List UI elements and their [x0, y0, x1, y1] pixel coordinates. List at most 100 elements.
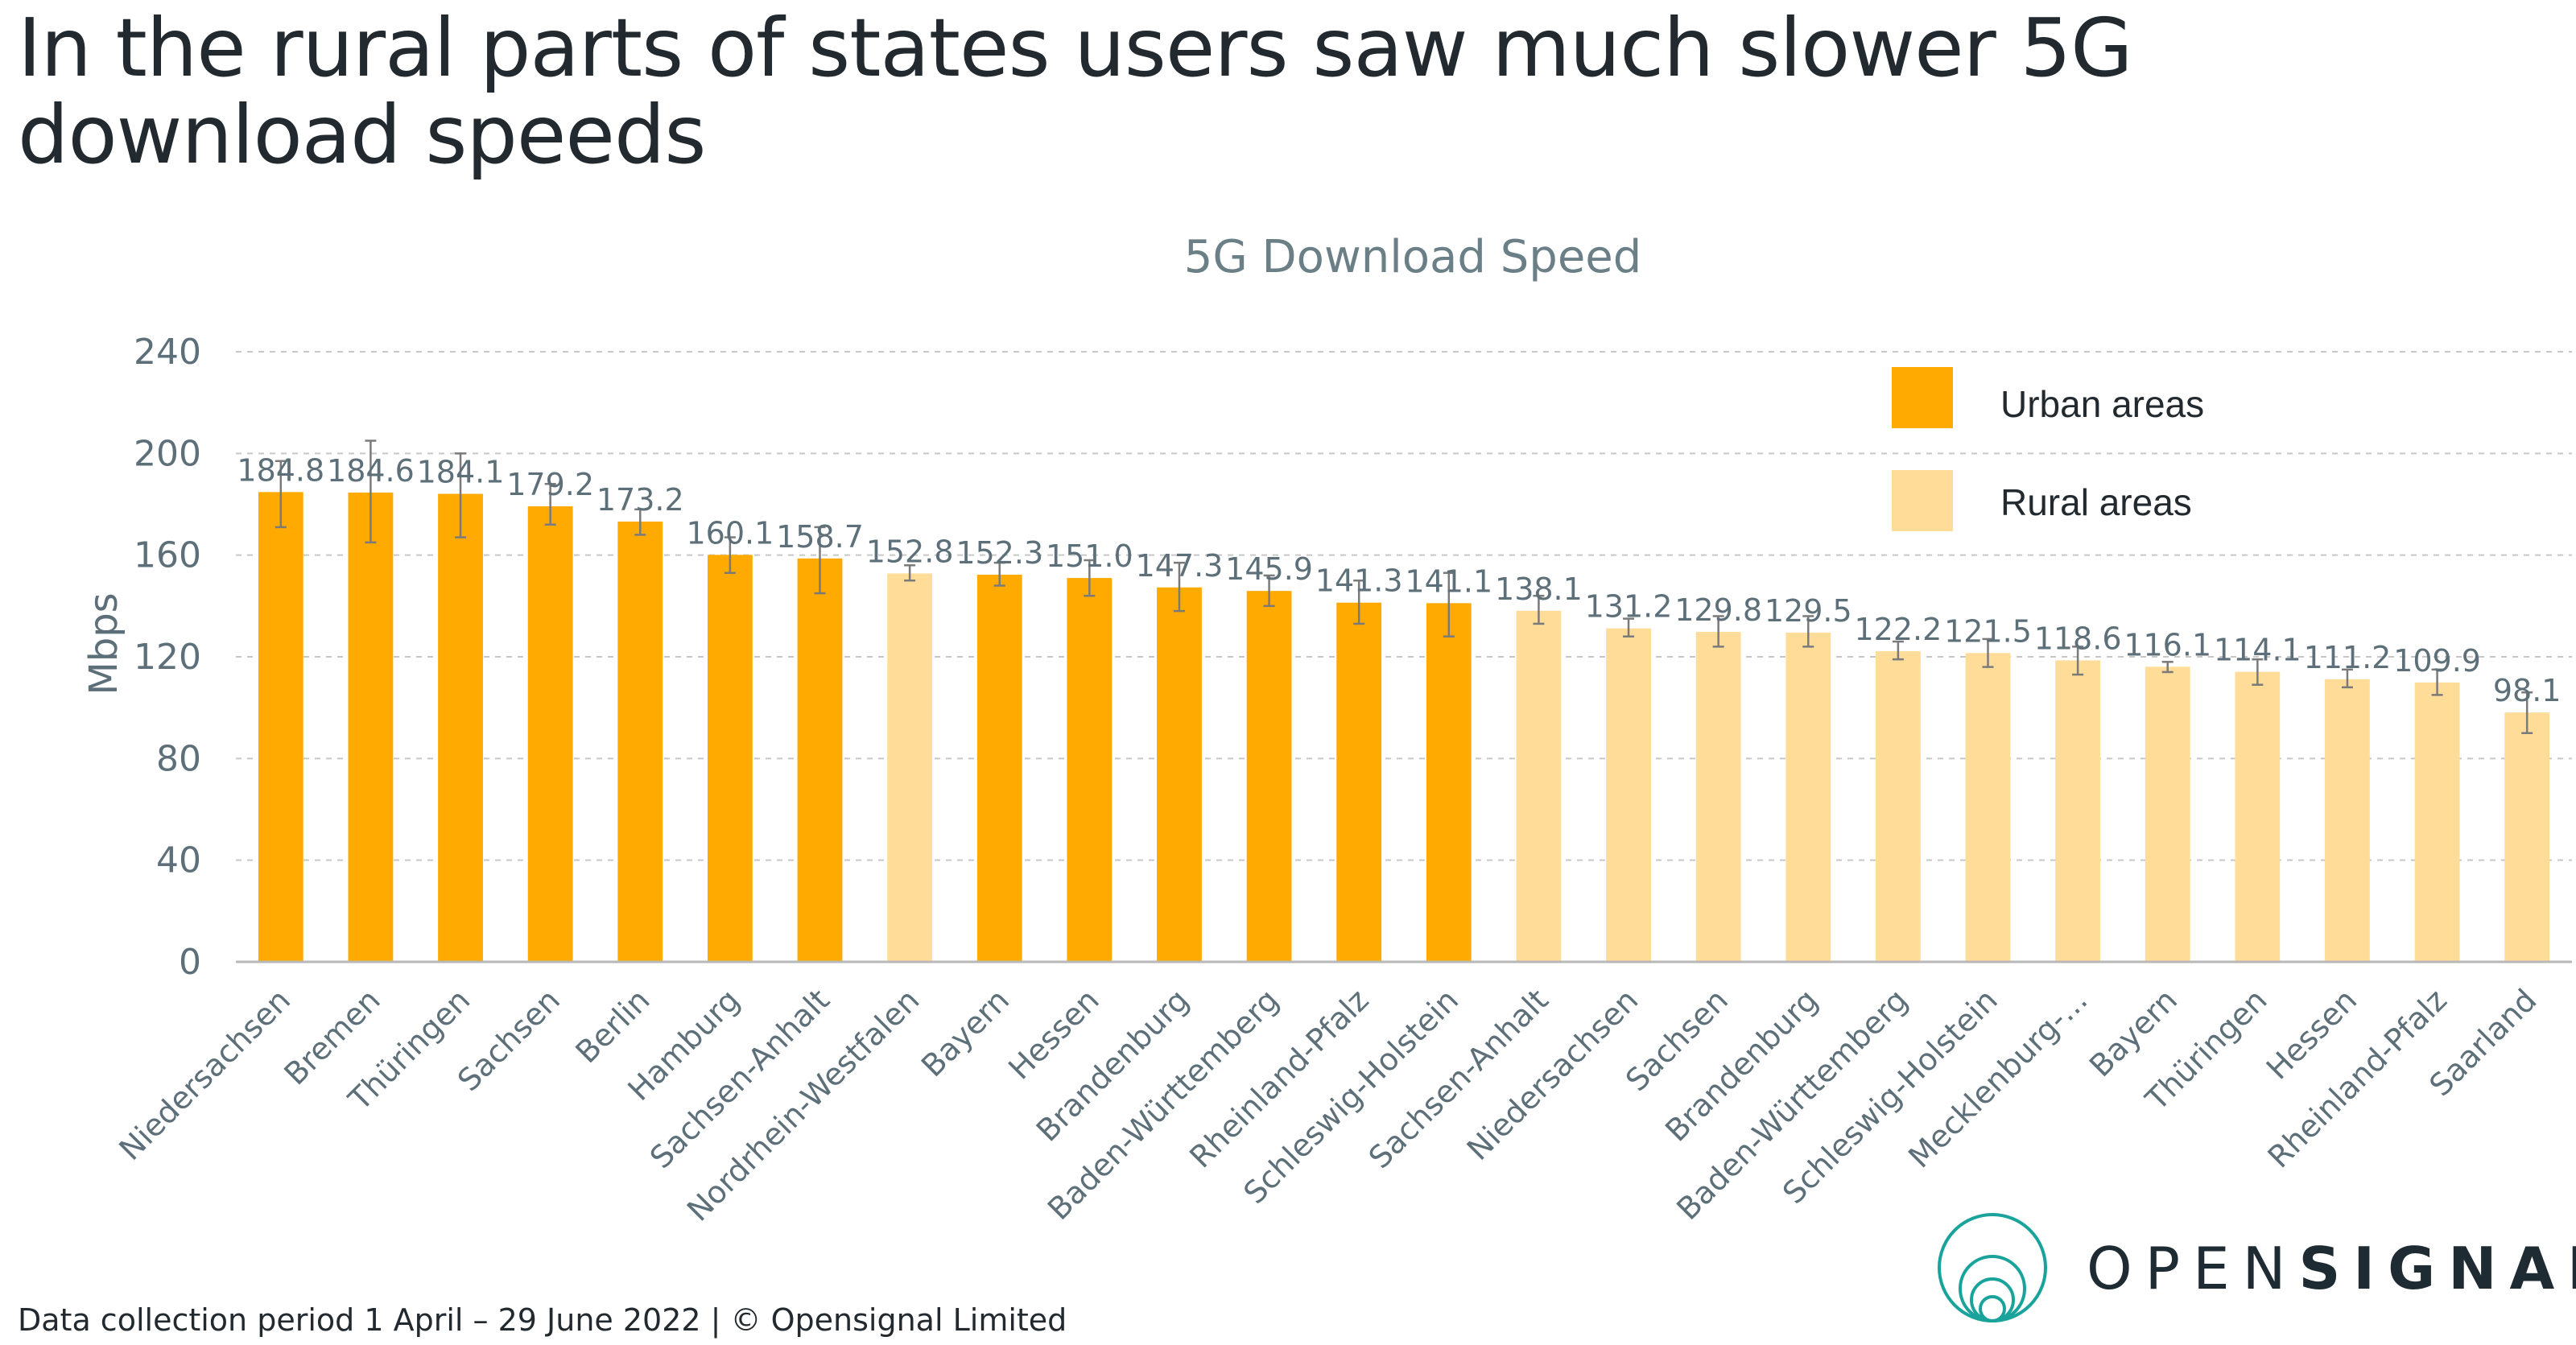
bar-rural [1695, 632, 1741, 962]
legend-label-urban: Urban areas [2000, 383, 2204, 425]
x-tick-label: Niedersachsen [112, 982, 297, 1167]
data-label: 131.2 [1585, 589, 1673, 625]
bar-rural [1785, 632, 1831, 962]
bar-urban [797, 558, 843, 962]
data-label: 145.9 [1225, 551, 1313, 587]
error-bar [1533, 594, 1545, 625]
y-axis-label: Mbps [81, 592, 126, 695]
error-bar [1173, 561, 1185, 613]
footer-note: Data collection period 1 April – 29 June… [18, 1302, 1067, 1338]
bar-rural [2414, 682, 2460, 962]
data-label: 158.7 [776, 519, 864, 555]
bar-urban [1157, 587, 1202, 962]
x-tick-label: Brandenburg [1030, 982, 1195, 1148]
concentric-circles-icon [1938, 1213, 2047, 1322]
data-label: 184.8 [237, 452, 324, 488]
error-bar [724, 536, 736, 575]
data-label: 152.8 [866, 534, 954, 569]
y-tick-label: 80 [156, 738, 201, 779]
bar-rural [2235, 671, 2281, 962]
data-label: 98.1 [2493, 673, 2562, 708]
error-bar [1802, 615, 1814, 648]
bar-rural [1875, 651, 1921, 962]
brand-prefix: OPEN [2087, 1235, 2299, 1302]
error-bar [1623, 617, 1635, 637]
data-label: 138.1 [1495, 571, 1583, 607]
data-label: 147.3 [1136, 548, 1224, 584]
bar-urban [617, 521, 663, 962]
legend-swatch-urban [1892, 367, 1953, 428]
legend-swatch-rural [1892, 470, 1953, 531]
bars [258, 492, 2550, 962]
bar-urban [258, 492, 303, 962]
data-label: 152.3 [956, 535, 1043, 571]
bar-rural [2055, 660, 2101, 962]
y-axis-ticks: 0 40 80 120 160 200 240 [134, 332, 201, 983]
opensignal-logo: OPENSIGNAL [2087, 1235, 2576, 1302]
error-bar [455, 452, 467, 538]
data-label: 151.0 [1046, 538, 1133, 574]
data-label: 129.5 [1765, 593, 1852, 629]
data-label: 121.5 [1944, 613, 2032, 649]
legend-label-rural: Rural areas [2000, 481, 2192, 523]
error-bar [2072, 646, 2084, 676]
bar-rural [2504, 712, 2550, 962]
bar-urban [438, 493, 483, 962]
bar-rural [1965, 653, 2011, 962]
error-bar [1892, 640, 1904, 661]
gridlines [236, 351, 2572, 861]
data-label: 118.6 [2034, 621, 2122, 656]
data-label: 179.2 [506, 467, 594, 502]
bar-urban [1336, 602, 1382, 962]
bar-urban [348, 492, 394, 962]
bar-urban [527, 506, 573, 962]
legend: Urban areas Rural areas [1892, 367, 2204, 531]
error-bar [1353, 580, 1365, 625]
error-bar [1982, 637, 1994, 668]
error-bar [2252, 658, 2264, 686]
bar-rural [887, 573, 933, 962]
y-tick-label: 40 [156, 840, 201, 881]
data-label: 111.2 [2304, 640, 2392, 675]
data-label: 114.1 [2214, 633, 2301, 668]
bar-rural [2325, 679, 2370, 962]
error-bar [365, 439, 377, 544]
y-tick-label: 200 [134, 433, 201, 474]
data-label: 173.2 [597, 482, 684, 518]
x-tick-label: Berlin [569, 982, 657, 1070]
data-label: 141.3 [1315, 563, 1403, 599]
error-bar [1084, 559, 1096, 597]
bar-urban [707, 555, 753, 962]
error-bar [2431, 668, 2443, 696]
x-tick-label: Brandenburg [1658, 982, 1824, 1148]
x-tick-label: Bayern [914, 982, 1016, 1083]
data-label: 129.8 [1674, 592, 1762, 628]
error-bar [993, 561, 1005, 587]
chart-title: 5G Download Speed [1184, 231, 1642, 283]
x-tick-label: Niedersachsen [1460, 982, 1645, 1167]
error-bar [544, 482, 556, 526]
error-bar [2161, 661, 2174, 674]
data-label: 160.1 [686, 515, 774, 551]
data-label: 184.6 [327, 453, 415, 489]
data-label: 184.1 [417, 455, 505, 490]
error-bar [1263, 574, 1275, 608]
headline: In the rural parts of states users saw m… [18, 1, 2133, 182]
data-label: 122.2 [1854, 612, 1942, 647]
bar-rural [1606, 628, 1651, 962]
y-tick-label: 240 [134, 332, 201, 373]
bar-urban [1246, 591, 1292, 962]
bar-rural [1516, 610, 1562, 962]
bar-urban [1067, 578, 1113, 962]
y-tick-label: 0 [179, 942, 201, 983]
y-tick-label: 160 [134, 535, 201, 576]
data-label: 109.9 [2393, 643, 2481, 679]
data-label: 141.1 [1405, 563, 1492, 599]
y-tick-label: 120 [134, 637, 201, 678]
bar-rural [2145, 666, 2190, 962]
error-bars [275, 439, 2533, 734]
error-bar [814, 526, 826, 595]
bar-urban [976, 574, 1022, 962]
bar-urban [1426, 603, 1472, 962]
